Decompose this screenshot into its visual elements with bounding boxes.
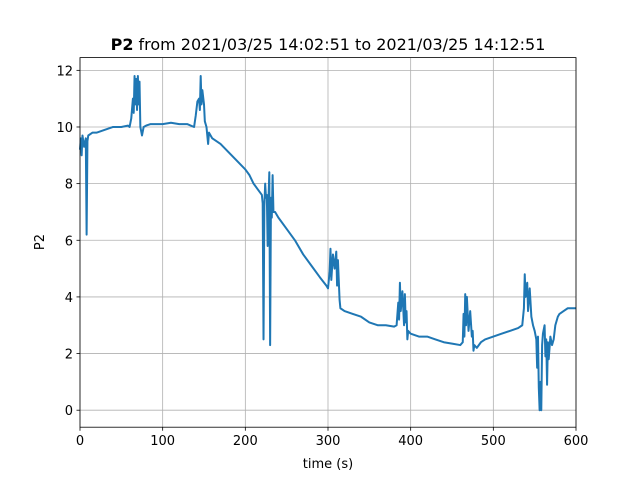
- x-tick-label: 0: [76, 434, 84, 449]
- title-rest: from 2021/03/25 14:02:51 to 2021/03/25 1…: [138, 35, 545, 54]
- data-line: [79, 75, 576, 412]
- x-tick-label: 100: [150, 434, 175, 449]
- y-tick-label: 4: [65, 291, 73, 306]
- x-tick-label: 500: [481, 434, 506, 449]
- y-tick-label: 8: [65, 178, 73, 193]
- y-tick-label: 0: [65, 404, 73, 419]
- title-bold: P2: [111, 35, 134, 54]
- y-tick-label: 12: [56, 64, 73, 79]
- x-tick-label: 200: [233, 434, 258, 449]
- y-tick-label: 10: [56, 121, 73, 136]
- x-axis-label: time (s): [303, 457, 353, 472]
- plot-frame: [79, 57, 577, 428]
- y-tick-label: 6: [65, 234, 73, 249]
- y-axis-label: P2: [33, 234, 48, 250]
- x-tick-label: 400: [398, 434, 423, 449]
- x-tick-label: 600: [564, 434, 589, 449]
- x-tick-label: 300: [316, 434, 341, 449]
- chart-title: P2 from 2021/03/25 14:02:51 to 2021/03/25…: [111, 35, 546, 54]
- y-tick-label: 2: [65, 348, 73, 363]
